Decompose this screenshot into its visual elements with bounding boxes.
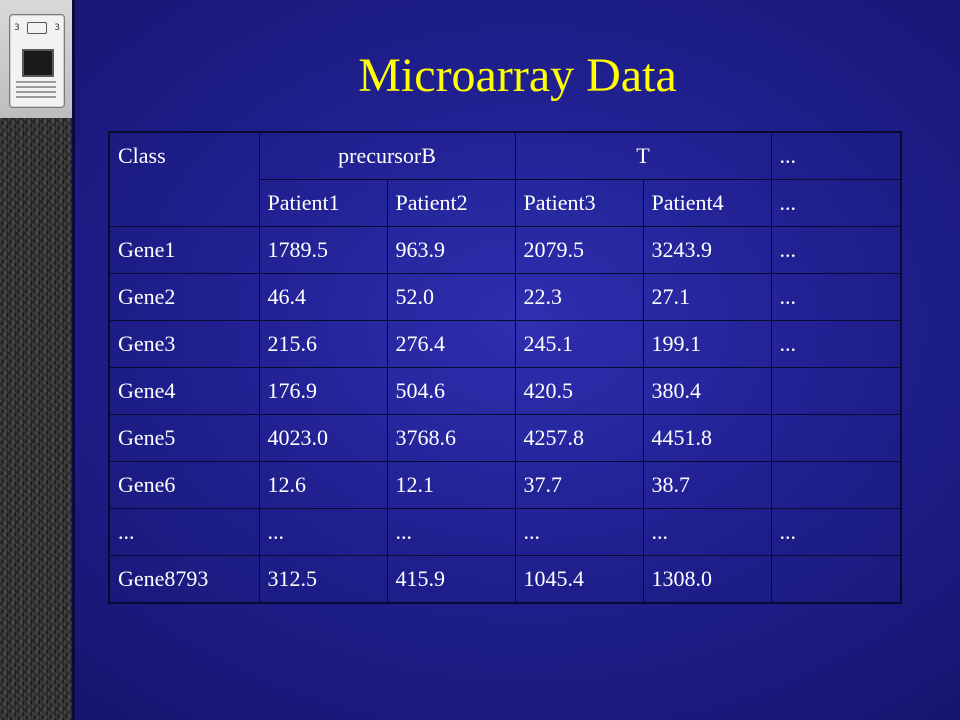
patient-header: Patient3 [514, 179, 644, 227]
table-row: Gene3 215.6 276.4 245.1 199.1 ... [108, 320, 903, 368]
more-cell: ... [770, 320, 903, 368]
value-cell: 1789.5 [258, 226, 388, 274]
patient-header: Patient2 [386, 179, 516, 227]
group-header-more: ... [770, 131, 903, 180]
table-row: Gene8793 312.5 415.9 1045.4 1308.0 [108, 555, 903, 604]
gene-name-cell: Gene6 [108, 461, 260, 509]
value-cell: 37.7 [514, 461, 644, 509]
value-cell: 4257.8 [514, 414, 644, 462]
value-cell: 380.4 [642, 367, 772, 415]
value-cell: 4023.0 [258, 414, 388, 462]
value-cell: ... [642, 508, 772, 556]
value-cell: 215.6 [258, 320, 388, 368]
value-cell: 199.1 [642, 320, 772, 368]
table-row: Gene5 4023.0 3768.6 4257.8 4451.8 [108, 414, 903, 462]
more-cell [770, 555, 903, 604]
value-cell: 1308.0 [642, 555, 772, 604]
table-row: Gene1 1789.5 963.9 2079.5 3243.9 ... [108, 226, 903, 274]
decorative-side-strip: 3 3 [0, 0, 72, 720]
table-row: Gene2 46.4 52.0 22.3 27.1 ... [108, 273, 903, 321]
microarray-table: Class precursorB T ... Patient1 Patient2… [108, 131, 903, 604]
value-cell: 4451.8 [642, 414, 772, 462]
header-row-groups: Class precursorB T ... [108, 131, 903, 180]
table-row: ... ... ... ... ... ... [108, 508, 903, 556]
patient-header: Patient4 [642, 179, 772, 227]
gene-name-cell: Gene2 [108, 273, 260, 321]
value-cell: 312.5 [258, 555, 388, 604]
patient-header-more: ... [770, 179, 903, 227]
value-cell: 46.4 [258, 273, 388, 321]
more-cell: ... [770, 273, 903, 321]
empty-header-cell [108, 179, 260, 227]
value-cell: ... [386, 508, 516, 556]
patient-header: Patient1 [258, 179, 388, 227]
gene-name-cell: Gene1 [108, 226, 260, 274]
value-cell: 1045.4 [514, 555, 644, 604]
gene-name-cell: Gene8793 [108, 555, 260, 604]
value-cell: 3768.6 [386, 414, 516, 462]
value-cell: 2079.5 [514, 226, 644, 274]
header-row-patients: Patient1 Patient2 Patient3 Patient4 ... [108, 179, 903, 227]
slide-title: Microarray Data [358, 49, 677, 102]
microarray-chip-image: 3 3 [0, 0, 72, 118]
gene-name-cell: ... [108, 508, 260, 556]
value-cell: 176.9 [258, 367, 388, 415]
group-header-precursorB: precursorB [258, 131, 516, 180]
value-cell: 276.4 [386, 320, 516, 368]
table-row: Gene4 176.9 504.6 420.5 380.4 [108, 367, 903, 415]
value-cell: 27.1 [642, 273, 772, 321]
strip-divider [72, 0, 75, 720]
table-row: Gene6 12.6 12.1 37.7 38.7 [108, 461, 903, 509]
value-cell: 12.1 [386, 461, 516, 509]
value-cell: 38.7 [642, 461, 772, 509]
value-cell: 504.6 [386, 367, 516, 415]
value-cell: 420.5 [514, 367, 644, 415]
value-cell: 12.6 [258, 461, 388, 509]
gene-name-cell: Gene3 [108, 320, 260, 368]
value-cell: ... [258, 508, 388, 556]
more-cell: ... [770, 508, 903, 556]
more-cell [770, 367, 903, 415]
microarray-chip-icon: 3 3 [9, 14, 65, 108]
value-cell: 245.1 [514, 320, 644, 368]
value-cell: 52.0 [386, 273, 516, 321]
value-cell: ... [514, 508, 644, 556]
value-cell: 963.9 [386, 226, 516, 274]
gene-name-cell: Gene5 [108, 414, 260, 462]
group-header-T: T [514, 131, 772, 180]
gene-name-cell: Gene4 [108, 367, 260, 415]
value-cell: 415.9 [386, 555, 516, 604]
value-cell: 22.3 [514, 273, 644, 321]
more-cell: ... [770, 226, 903, 274]
more-cell [770, 461, 903, 509]
value-cell: 3243.9 [642, 226, 772, 274]
more-cell [770, 414, 903, 462]
class-header-cell: Class [108, 131, 260, 180]
